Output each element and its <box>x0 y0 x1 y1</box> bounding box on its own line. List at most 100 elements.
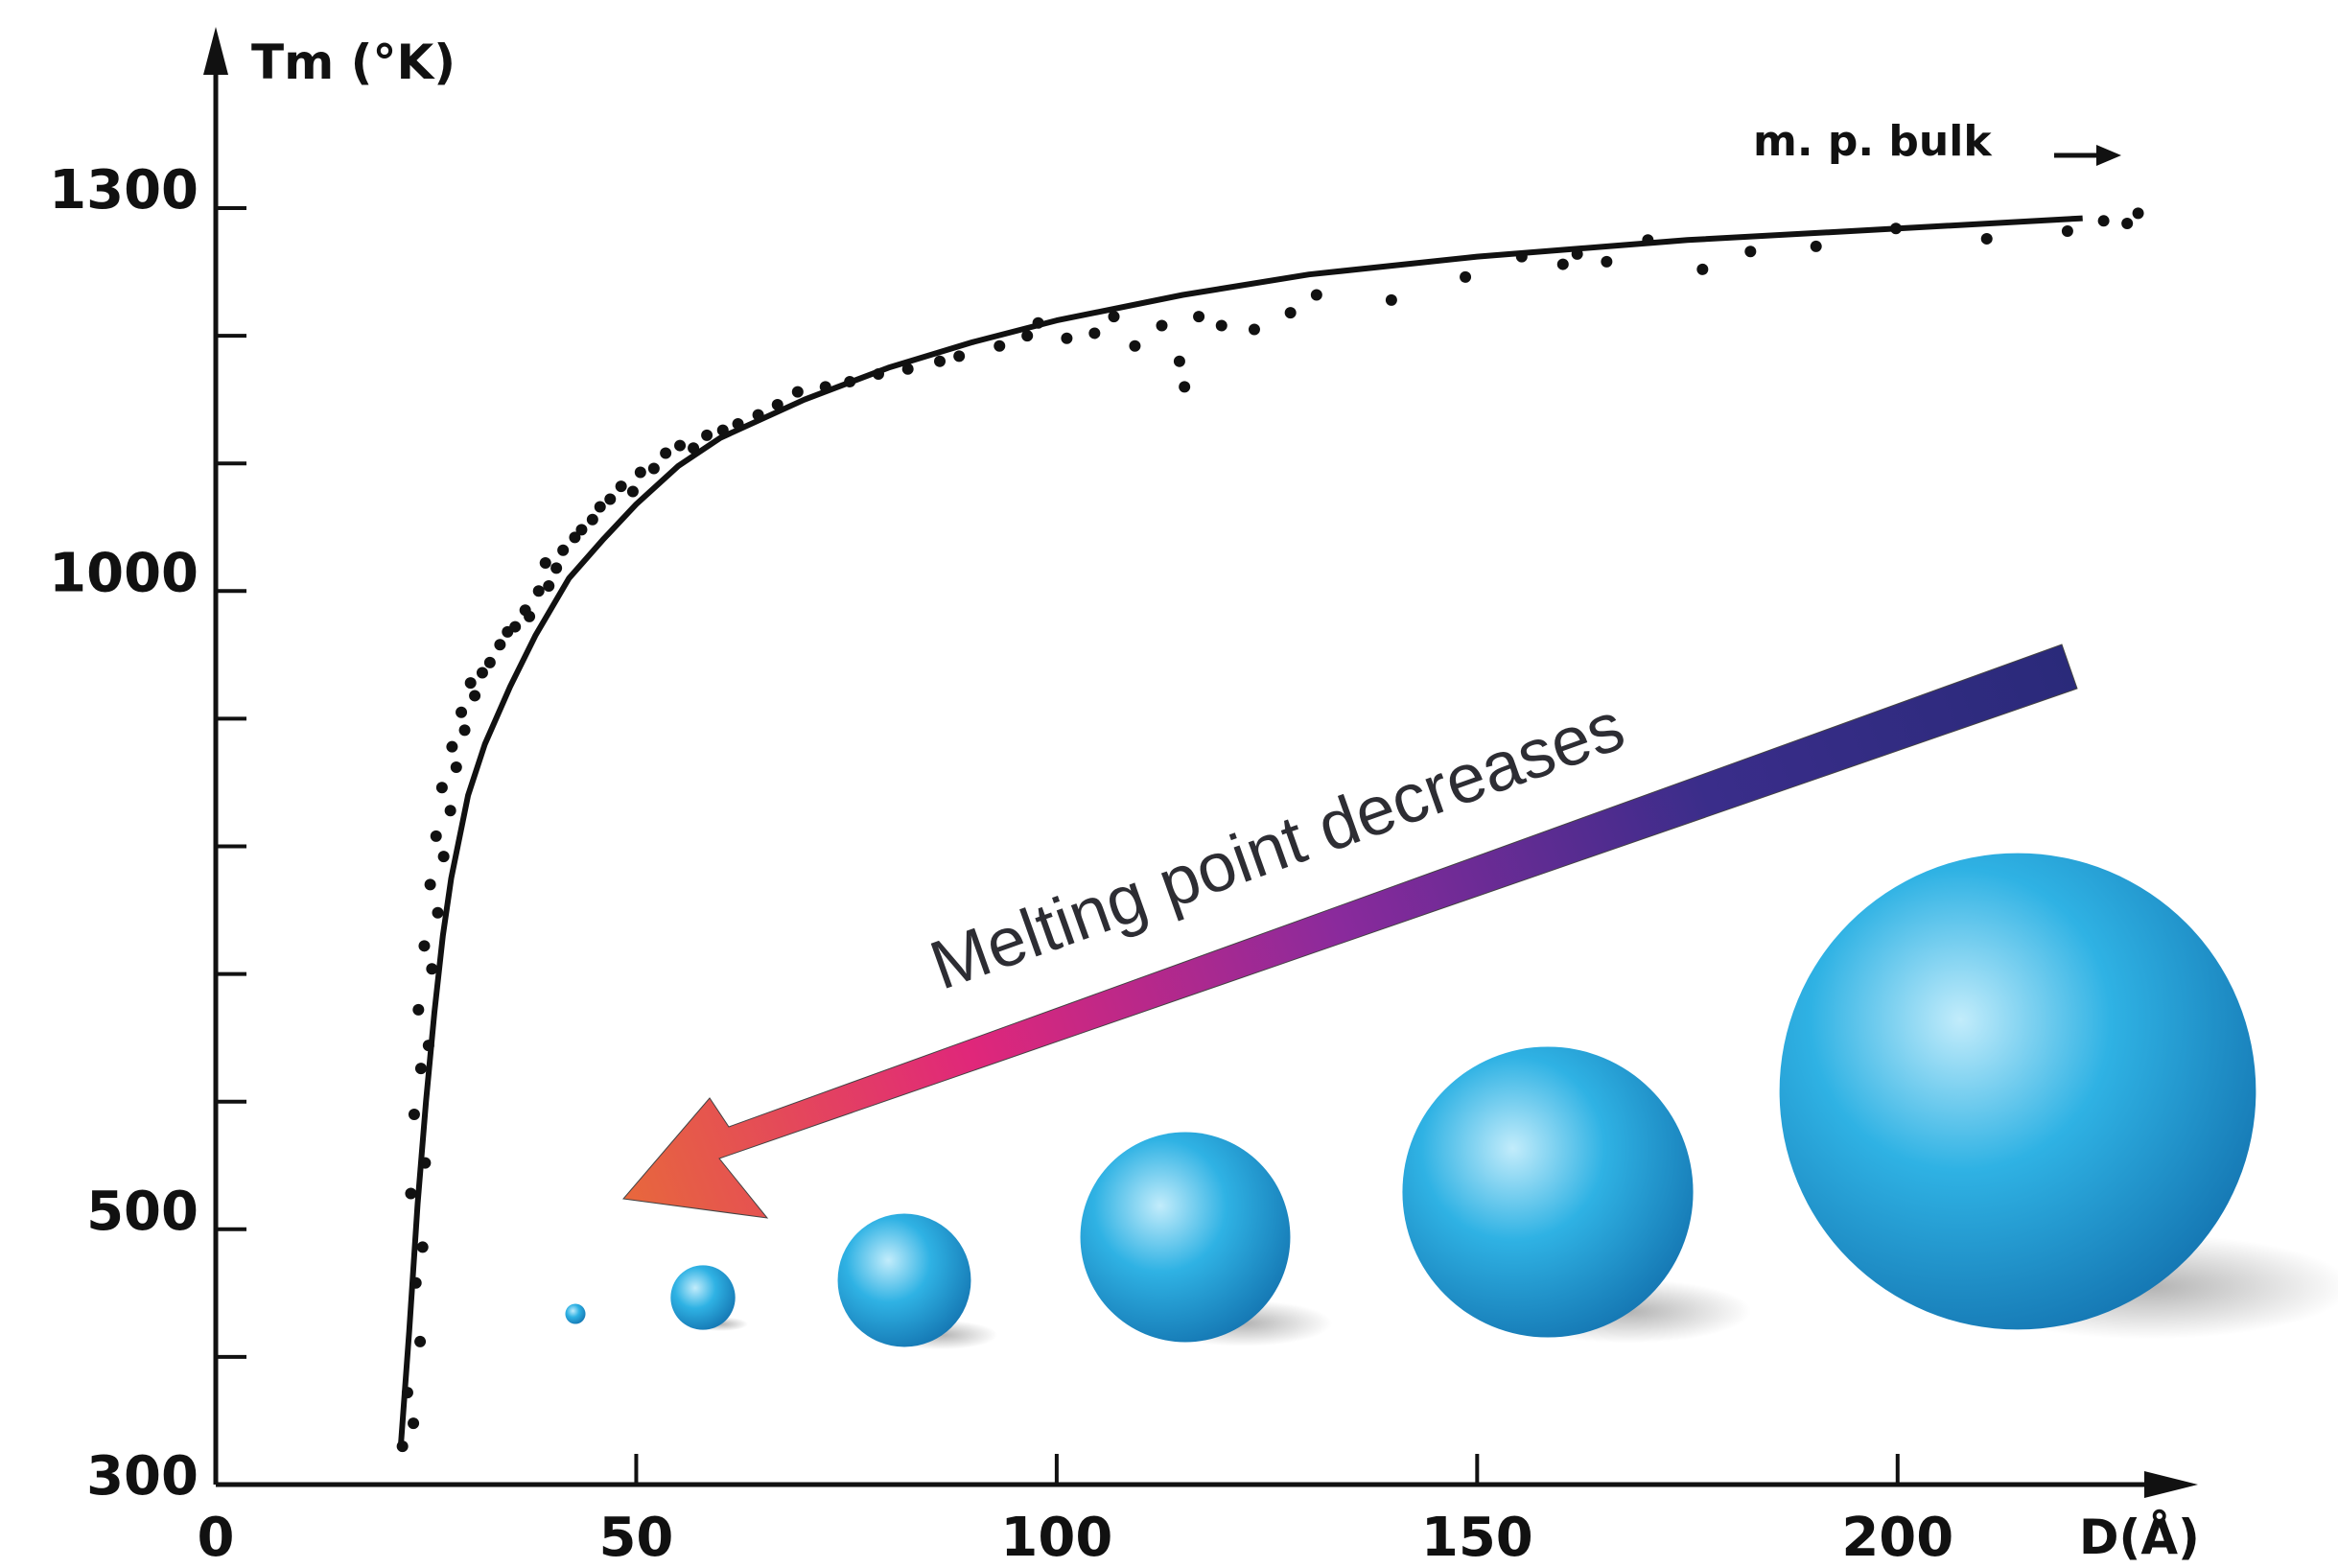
y-tick-label: 500 <box>86 1181 199 1243</box>
data-point <box>476 667 488 679</box>
data-point <box>444 805 456 817</box>
sphere-5 <box>1402 1046 1752 1344</box>
data-point <box>432 906 444 919</box>
sphere-3 <box>837 1213 998 1350</box>
data-point <box>604 493 617 505</box>
data-point <box>1215 319 1227 332</box>
data-point <box>469 690 481 702</box>
data-point <box>409 1276 422 1289</box>
x-tick-label: 0 <box>198 1507 235 1568</box>
data-point <box>539 557 551 570</box>
data-point <box>634 466 646 479</box>
fit-curve-line <box>397 215 2083 1447</box>
data-point <box>901 363 914 375</box>
data-point <box>1248 323 1260 336</box>
data-point <box>1515 250 1528 263</box>
data-point <box>543 579 555 592</box>
data-point <box>1460 270 1472 283</box>
data-point <box>557 544 570 556</box>
data-point <box>2061 224 2073 237</box>
data-point <box>1601 255 1613 268</box>
data-point <box>483 656 496 668</box>
data-point <box>1980 232 1993 245</box>
y-tick-label: 1000 <box>49 542 199 604</box>
data-point <box>437 851 450 863</box>
data-point <box>446 740 458 753</box>
data-point <box>934 355 947 367</box>
x-tick-label: 100 <box>1000 1507 1112 1568</box>
data-point <box>494 639 506 651</box>
axes: 300 500 1000 1300 0 50 100 150 200 <box>49 27 2198 1568</box>
y-tick-label: 300 <box>86 1445 199 1508</box>
fit-curve <box>397 215 2083 1447</box>
sphere-ball <box>565 1303 586 1324</box>
data-points <box>396 207 2144 1453</box>
data-point <box>412 1003 425 1016</box>
data-point <box>422 1040 434 1052</box>
data-point <box>1284 307 1297 319</box>
data-point <box>426 963 438 975</box>
data-point <box>674 439 687 452</box>
data-point <box>626 485 639 498</box>
sphere-2 <box>670 1265 749 1332</box>
data-point <box>1310 289 1322 301</box>
data-point <box>569 531 581 544</box>
data-point <box>1129 339 1141 352</box>
data-point <box>647 462 660 475</box>
data-point <box>771 398 783 410</box>
data-point <box>435 782 448 794</box>
sphere-4 <box>1080 1132 1333 1346</box>
data-point <box>1061 332 1073 344</box>
data-point <box>2097 215 2110 227</box>
data-point <box>791 386 804 398</box>
data-point <box>1385 293 1397 306</box>
data-point <box>1032 316 1044 329</box>
sphere-1 <box>565 1303 586 1324</box>
data-point <box>1744 246 1757 258</box>
data-point <box>396 1440 409 1453</box>
data-point <box>1696 263 1709 275</box>
data-point <box>586 513 598 526</box>
data-point <box>872 368 884 381</box>
data-point <box>1021 330 1034 342</box>
data-point <box>430 830 442 842</box>
data-point <box>752 409 764 421</box>
data-point <box>716 424 729 436</box>
data-point <box>532 585 545 597</box>
data-point <box>1173 355 1185 367</box>
data-point <box>464 677 477 690</box>
data-point <box>424 878 436 891</box>
data-point <box>408 1417 420 1430</box>
data-point <box>1810 240 1822 252</box>
data-point <box>524 610 536 622</box>
y-axis-arrowhead <box>203 27 228 75</box>
data-point <box>401 1387 413 1399</box>
data-point <box>953 350 966 363</box>
bulk-arrow-head <box>2096 145 2121 166</box>
x-tick-label: 50 <box>598 1507 673 1568</box>
data-point <box>994 339 1006 352</box>
data-point <box>1571 247 1583 260</box>
data-point <box>1108 311 1120 323</box>
data-point <box>1193 311 1205 323</box>
data-point <box>615 480 627 493</box>
data-point <box>414 1063 427 1075</box>
data-point <box>450 761 462 773</box>
x-tick-label: 150 <box>1421 1507 1533 1568</box>
data-point <box>408 1109 420 1121</box>
data-point <box>660 447 672 459</box>
sphere-ball <box>1779 853 2256 1330</box>
data-point <box>414 1335 427 1347</box>
data-point <box>2132 207 2144 220</box>
x-axis-arrowhead <box>2144 1471 2198 1498</box>
data-point <box>575 524 588 536</box>
arrow-shape <box>622 644 2078 1219</box>
data-point <box>509 620 522 633</box>
sphere-ball <box>1402 1046 1694 1338</box>
y-axis-title: Tm (°K) <box>251 35 456 90</box>
data-point <box>844 376 856 388</box>
bulk-mp-arrow <box>2054 145 2121 166</box>
particle-spheres <box>565 853 2338 1350</box>
x-axis-title: D(Å) <box>2079 1509 2200 1565</box>
